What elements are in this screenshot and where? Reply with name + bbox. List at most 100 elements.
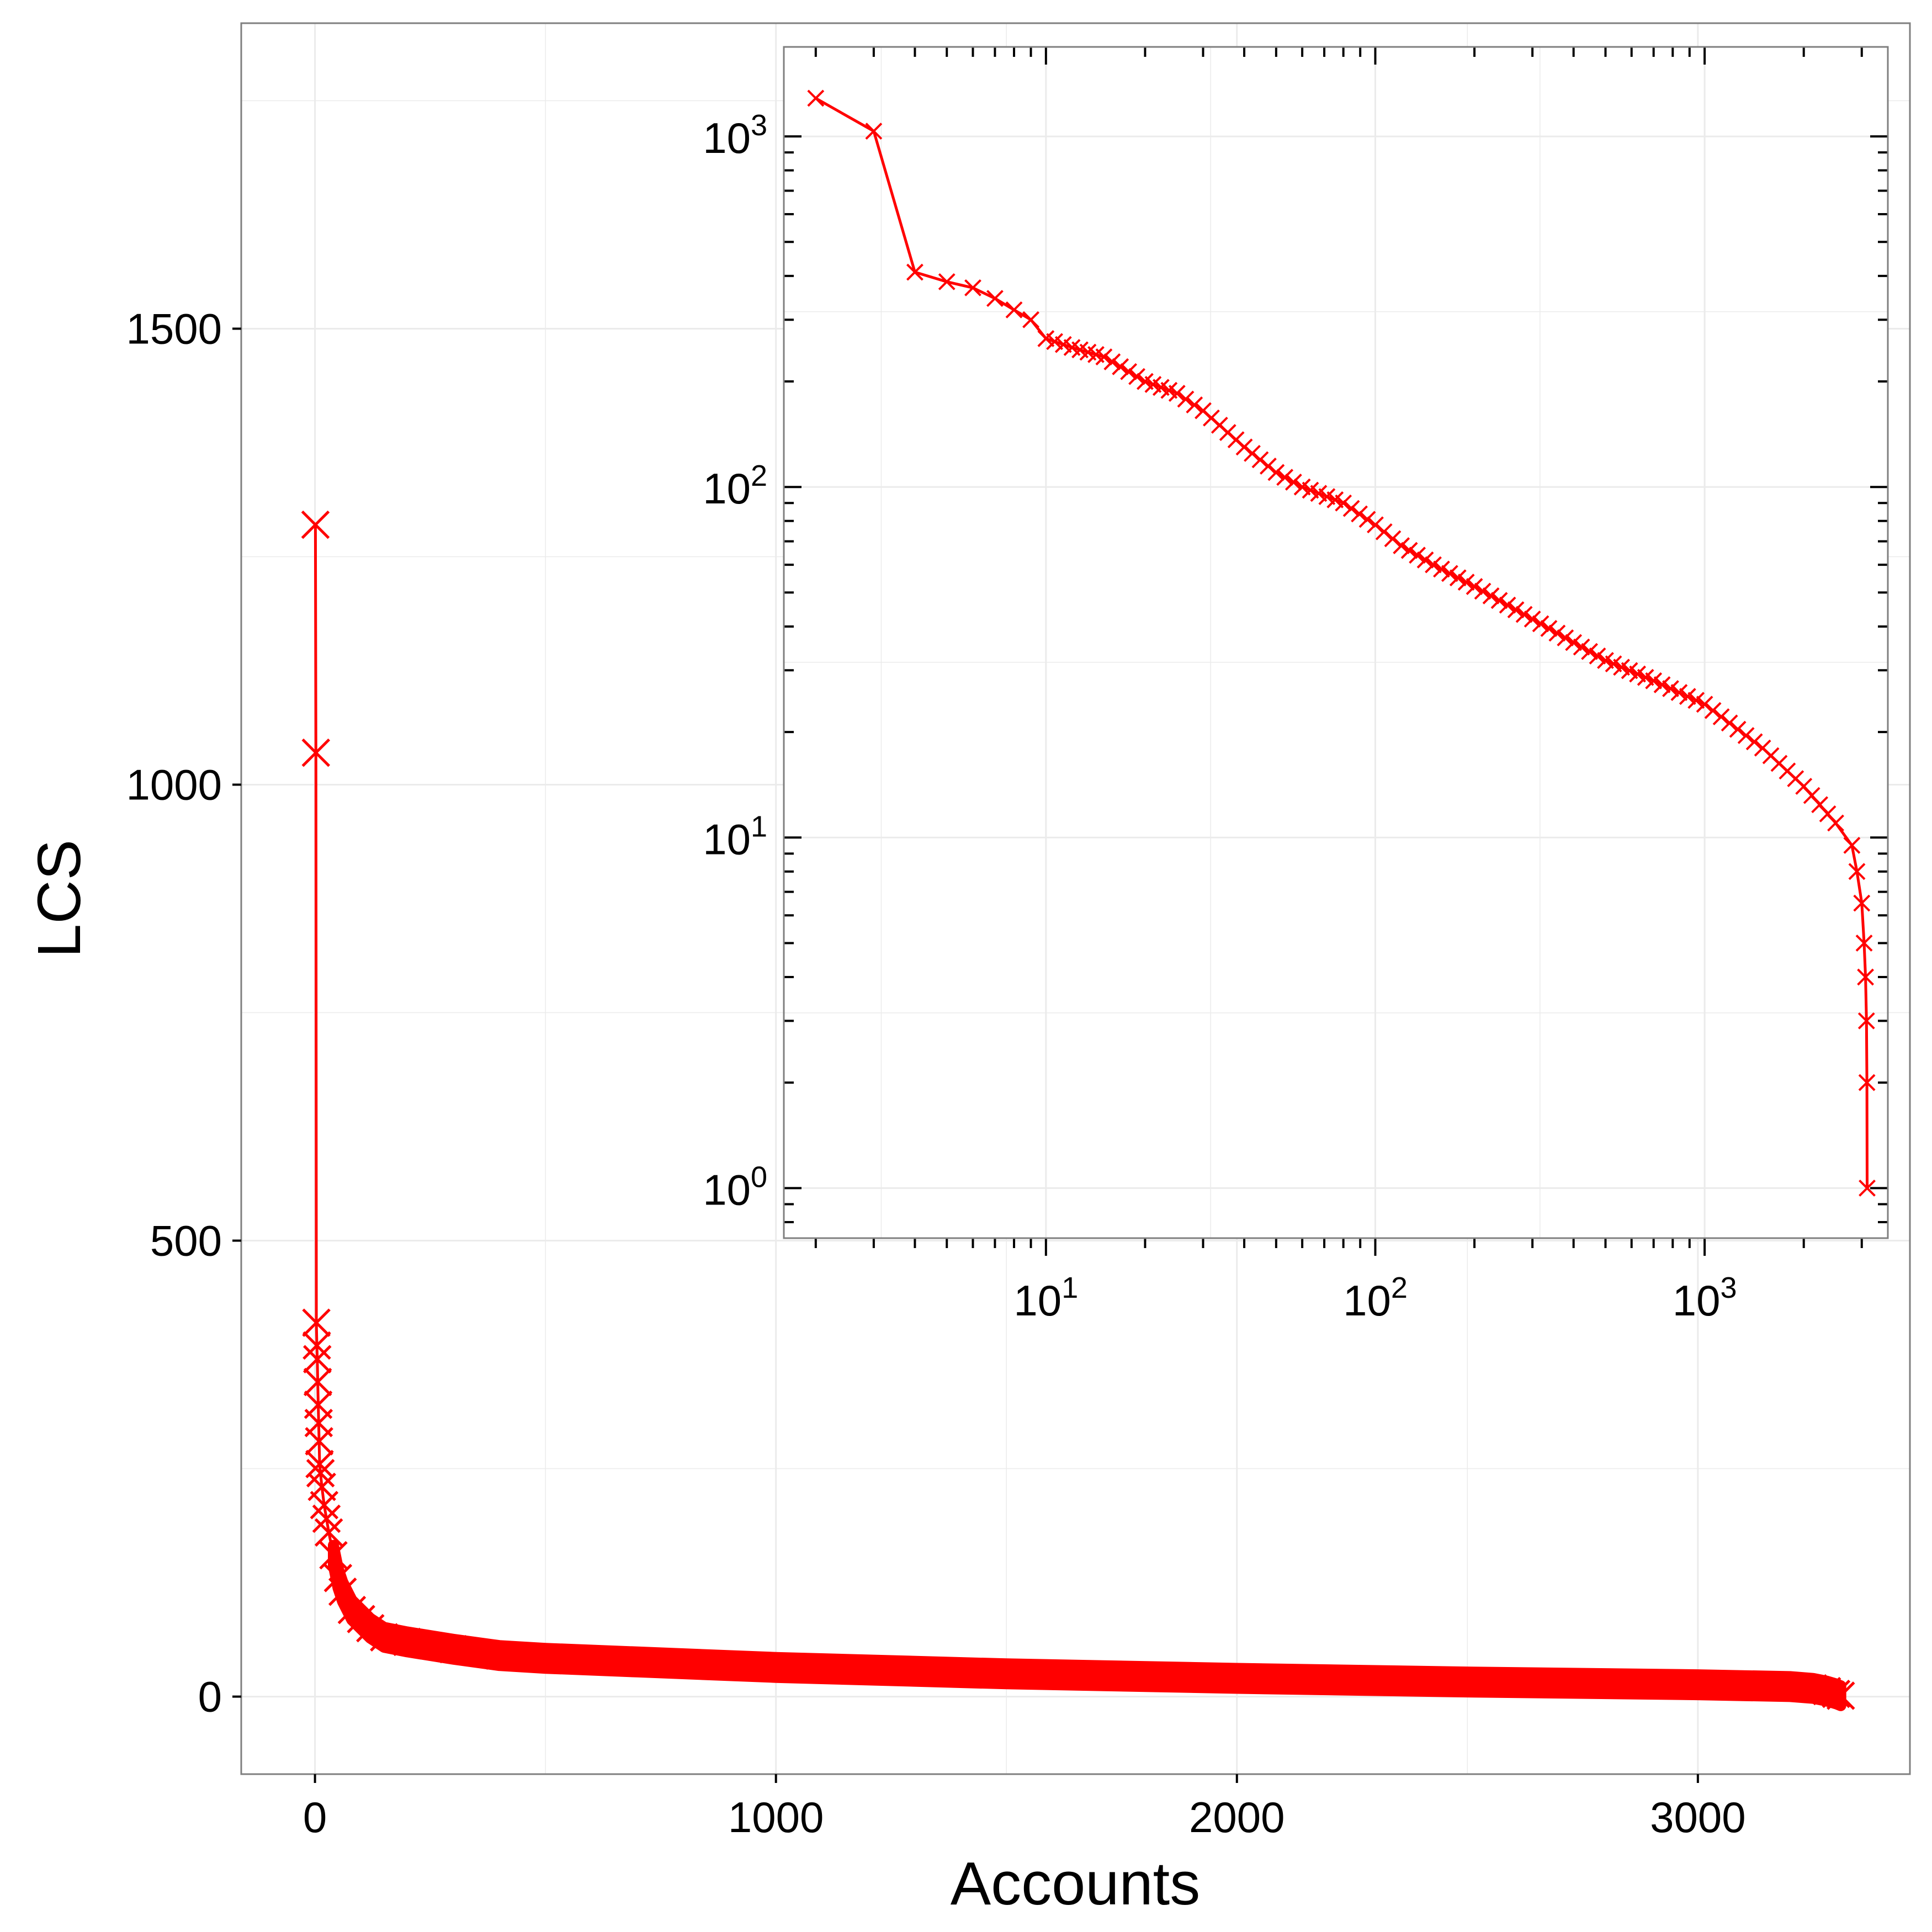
inset-x-tick-label: 102	[1343, 1271, 1408, 1325]
inset-point	[1054, 336, 1072, 353]
inset-point	[1548, 624, 1566, 642]
inset-ticks: 101 102 103 100 101 102 103	[703, 47, 1888, 1325]
main-point	[305, 1427, 333, 1456]
main-axis-ticks: 0 1000 2000 3000 0 500 1000 1500	[126, 304, 1745, 1841]
inset-point	[1557, 629, 1574, 646]
main-point	[303, 1367, 332, 1397]
inset-point	[1729, 720, 1747, 738]
inset-point	[1581, 643, 1598, 660]
inset-point	[1128, 368, 1145, 385]
inset-point	[1177, 390, 1195, 408]
inset-x-tick-label: 101	[1013, 1271, 1078, 1325]
inset-frame	[783, 46, 1889, 1239]
inset-point	[1466, 578, 1483, 595]
inset-point	[1737, 727, 1755, 744]
main-series-marker-band	[328, 1540, 1846, 1711]
inset-point	[1276, 469, 1294, 486]
inset-point	[1532, 615, 1549, 633]
main-point	[1684, 1670, 1712, 1699]
inset-point	[1704, 702, 1722, 719]
inset-point	[1375, 523, 1393, 540]
inset-point	[1712, 708, 1730, 725]
inset-point	[1507, 601, 1525, 619]
inset-point	[1589, 647, 1606, 665]
main-point	[531, 1644, 560, 1673]
inset-point	[1843, 837, 1861, 854]
inset-point	[1490, 592, 1508, 609]
inset-point	[1515, 606, 1533, 623]
main-point	[1453, 1668, 1482, 1696]
main-point	[302, 1308, 331, 1337]
x-axis-title: Accounts	[951, 1850, 1200, 1918]
main-point	[301, 738, 331, 767]
main-point	[392, 1627, 422, 1657]
main-point	[319, 1541, 348, 1570]
main-point	[305, 1450, 334, 1479]
main-point	[439, 1634, 468, 1664]
main-x-tick-label: 0	[303, 1793, 327, 1841]
main-point	[356, 1613, 385, 1643]
inset-point	[1679, 688, 1696, 705]
inset-point	[865, 123, 883, 140]
main-point	[302, 1331, 331, 1360]
inset-y-tick-label: 102	[703, 459, 767, 513]
inset-y-tick-label: 101	[703, 810, 767, 863]
inset-point	[1540, 620, 1558, 637]
inset-point	[1342, 500, 1360, 517]
inset-x-tick-label: 103	[1673, 1271, 1737, 1325]
main-point	[306, 1459, 335, 1488]
inset-point	[1855, 935, 1873, 952]
inset-data-layer	[807, 89, 1876, 1197]
main-y-tick-label: 500	[150, 1217, 222, 1265]
main-y-tick-label: 0	[198, 1673, 222, 1721]
main-point	[623, 1648, 652, 1676]
inset-point	[1409, 546, 1426, 564]
inset-point	[1285, 474, 1302, 491]
inset-point	[1482, 587, 1500, 604]
inset-point	[1326, 491, 1344, 508]
inset-point	[1112, 358, 1129, 375]
inset-point	[1244, 444, 1261, 462]
main-point	[301, 510, 330, 539]
inset-point	[1358, 511, 1376, 528]
inset-y-tick-label: 103	[703, 109, 767, 162]
y-axis-title: LCS	[25, 840, 93, 958]
inset-point	[1425, 556, 1442, 574]
inset-point	[1474, 582, 1492, 600]
inset-point	[1637, 668, 1654, 686]
inset-point	[1120, 363, 1138, 380]
inset-point	[1416, 551, 1434, 569]
inset-point	[1022, 311, 1039, 328]
main-point	[303, 1345, 332, 1374]
inset-point	[1259, 457, 1277, 475]
main-data-layer	[301, 510, 1855, 1711]
inset-point	[1819, 805, 1837, 822]
main-point	[370, 1623, 399, 1652]
inset-background	[784, 47, 1888, 1238]
inset-point	[1721, 714, 1738, 732]
inset-point	[1103, 353, 1121, 370]
inset-point	[964, 279, 981, 296]
inset-point	[1848, 863, 1866, 880]
inset-point	[807, 89, 825, 107]
inset-point	[1005, 301, 1023, 319]
inset-point	[1160, 381, 1178, 399]
main-point	[314, 1518, 343, 1547]
main-point	[992, 1659, 1021, 1689]
inset-point	[1227, 431, 1245, 449]
inset-point	[1351, 505, 1368, 523]
main-x-tick-label: 3000	[1650, 1793, 1746, 1841]
inset-y-tick-label: 100	[703, 1160, 767, 1214]
inset-point	[1393, 537, 1410, 554]
inset-point	[1433, 560, 1450, 578]
inset-gridlines	[784, 47, 1888, 1238]
inset-point	[1687, 692, 1705, 709]
main-point	[1223, 1664, 1251, 1693]
inset-point	[1384, 530, 1402, 548]
inset-point	[1857, 1012, 1875, 1029]
main-point	[761, 1653, 790, 1682]
main-point	[1822, 1679, 1851, 1708]
inset-point	[1857, 968, 1874, 986]
inset-point	[1573, 638, 1590, 656]
